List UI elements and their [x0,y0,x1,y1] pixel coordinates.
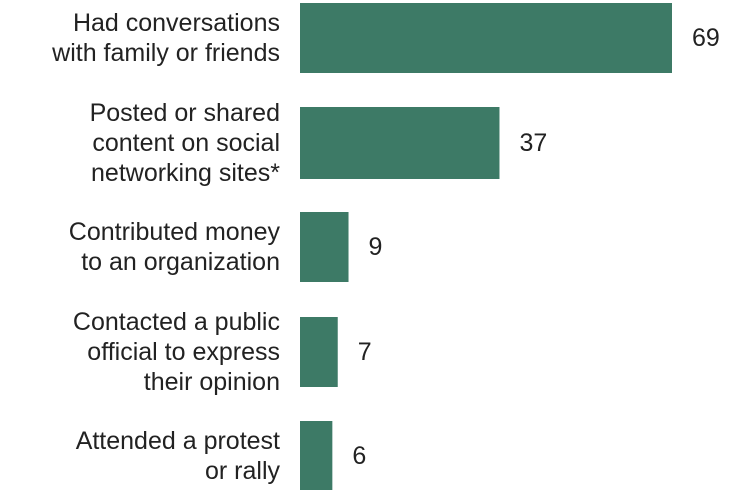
category-label-line: content on social [92,129,280,157]
category-label-line: Contacted a public [73,308,280,336]
category-label-1: Posted or shared content on social network… [90,99,281,187]
bar-4 [300,421,333,490]
category-label-line: official to express [87,338,280,366]
category-label-line: their opinion [144,368,280,396]
value-label-0: 69 [692,24,720,52]
category-label-line: or rally [205,457,281,485]
category-label-line: Attended a protest [76,427,280,455]
category-label-line: Contributed money [69,218,281,246]
value-label-1: 37 [519,129,547,157]
bar-2 [300,212,349,282]
value-label-4: 6 [352,442,366,470]
category-label-line: with family or friends [51,39,280,67]
category-label-line: Posted or shared [90,99,280,127]
category-label-line: to an organization [81,248,280,276]
bar-1 [300,107,500,179]
category-label-line: networking sites* [91,159,280,187]
category-label-0: Had conversations with family or friends [51,9,280,67]
category-label-3: Contacted a public official to express the… [73,308,280,396]
value-label-3: 7 [358,338,372,366]
category-label-2: Contributed money to an organization [69,218,281,276]
bar-0 [300,3,672,73]
category-label-line: Had conversations [73,9,280,37]
bar-3 [300,317,338,387]
value-label-2: 9 [369,233,383,261]
category-label-4: Attended a protest or rally [76,427,281,485]
